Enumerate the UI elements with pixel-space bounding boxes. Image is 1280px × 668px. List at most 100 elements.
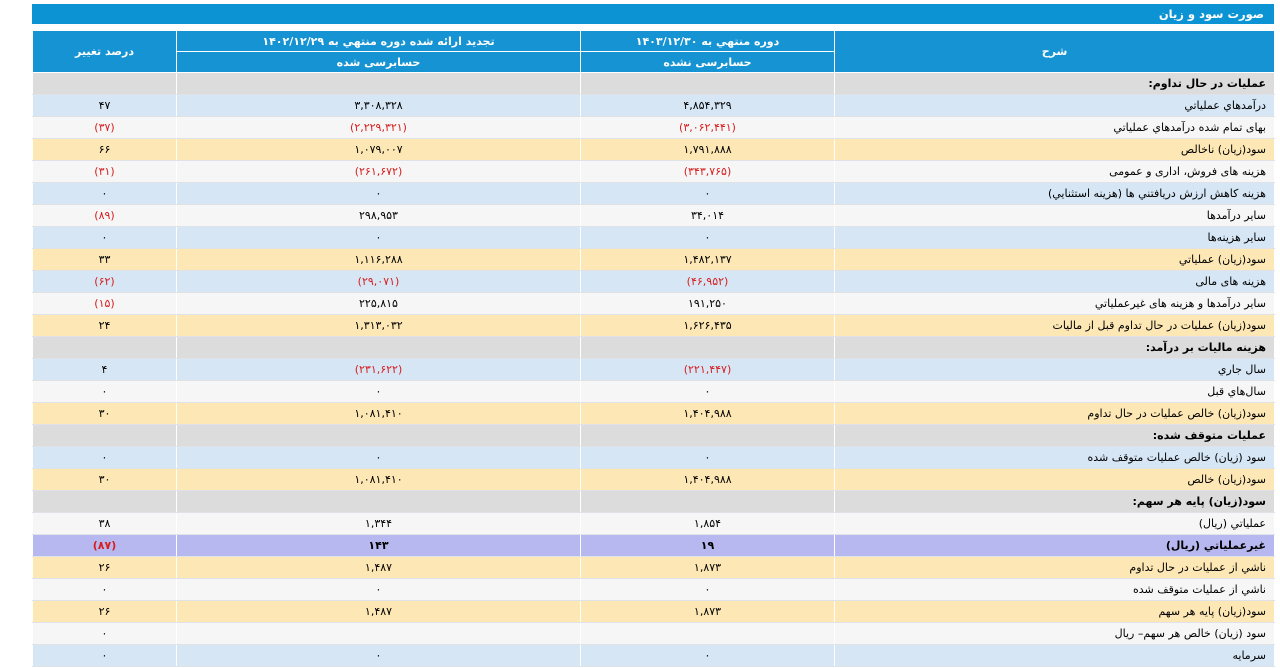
change-percent: ۰: [32, 380, 177, 403]
header-current-status: حسابرسی نشده: [580, 51, 835, 73]
prior-value: ۳,۳۰۸,۳۲۸: [176, 94, 581, 117]
table-row: سود(زيان) خالص عمليات در حال تداوم ۱,۴۰۴,…: [32, 402, 1275, 425]
header-prior-period: تجدید ارائه شده دوره منتهي به ۱۴۰۲/۱۲/۲۹: [176, 30, 581, 52]
row-label: سود(زيان) پايه هر سهم:: [834, 490, 1275, 513]
table-row: ناشي از عمليات متوقف شده ۰ ۰ ۰: [32, 578, 1275, 601]
table-row: سال‌هاي قبل ۰ ۰ ۰: [32, 380, 1275, 403]
current-value: (۴۶,۹۵۲): [580, 270, 835, 293]
prior-value: [176, 424, 581, 447]
change-percent: ۴: [32, 358, 177, 381]
current-value: ۰: [580, 182, 835, 205]
change-percent: [32, 424, 177, 447]
change-percent: ۰: [32, 226, 177, 249]
change-percent: ۰: [32, 578, 177, 601]
current-value: ۰: [580, 446, 835, 469]
change-percent: ۰: [32, 644, 177, 667]
section-row: هزينه ماليات بر درآمد:: [32, 336, 1275, 359]
current-value: (۳,۰۶۲,۴۴۱): [580, 116, 835, 139]
current-value: ۱,۸۷۳: [580, 600, 835, 623]
change-percent: [32, 490, 177, 513]
section-row: عملیات در حال تداوم:: [32, 72, 1275, 95]
table-row: ناشي از عمليات در حال تداوم ۱,۸۷۳ ۱,۴۸۷ ۲۶: [32, 556, 1275, 579]
table-row: سود(زيان) خالص ۱,۴۰۴,۹۸۸ ۱,۰۸۱,۴۱۰ ۳۰: [32, 468, 1275, 491]
current-value: [580, 424, 835, 447]
current-value: [580, 622, 835, 645]
prior-value: (۲۹,۰۷۱): [176, 270, 581, 293]
change-percent: ۰: [32, 622, 177, 645]
prior-value: ۰: [176, 226, 581, 249]
table-row: سود (زيان) خالص هر سهم– ريال ۰: [32, 622, 1275, 645]
section-row: عمليات متوقف شده:: [32, 424, 1275, 447]
prior-value: ۰: [176, 380, 581, 403]
current-value: ۱,۶۲۶,۴۳۵: [580, 314, 835, 337]
table-row: درآمدهاي عملياتي ۴,۸۵۴,۳۲۹ ۳,۳۰۸,۳۲۸ ۴۷: [32, 94, 1275, 117]
prior-value: ۰: [176, 578, 581, 601]
row-label: عمليات متوقف شده:: [834, 424, 1275, 447]
header-description: شرح: [834, 30, 1275, 73]
change-percent: ۳۰: [32, 402, 177, 425]
current-value: ۴,۸۵۴,۳۲۹: [580, 94, 835, 117]
table-row: سرمايه ۰ ۰ ۰: [32, 644, 1275, 667]
change-percent: ۶۶: [32, 138, 177, 161]
current-value: ۱,۴۰۴,۹۸۸: [580, 402, 835, 425]
current-value: ۱,۴۸۲,۱۳۷: [580, 248, 835, 271]
table-row: هزينه کاهش ارزش دريافتني ها (هزينه استثن…: [32, 182, 1275, 205]
change-percent: (۸۹): [32, 204, 177, 227]
row-label: سود(زيان) عمليات در حال تداوم قبل از مال…: [834, 314, 1275, 337]
table-row: هزينه هاى فروش، ادارى و عمومى (۳۴۳,۷۶۵) (۲…: [32, 160, 1275, 183]
table-row: سود(زيان) عمليات در حال تداوم قبل از مال…: [32, 314, 1275, 337]
change-percent: ۲۶: [32, 556, 177, 579]
prior-value: ۰: [176, 644, 581, 667]
row-label: بهاى تمام شده درآمدهاي عملياتي: [834, 116, 1275, 139]
prior-value: [176, 336, 581, 359]
row-label: سرمايه: [834, 644, 1275, 667]
change-percent: (۳۱): [32, 160, 177, 183]
section-row: سود(زيان) پايه هر سهم:: [32, 490, 1275, 513]
table-row: بهاى تمام شده درآمدهاي عملياتي (۳,۰۶۲,۴۴۱…: [32, 116, 1275, 139]
row-label: هزينه ماليات بر درآمد:: [834, 336, 1275, 359]
row-label: ناشي از عمليات در حال تداوم: [834, 556, 1275, 579]
header-prior-status: حسابرسی شده: [176, 51, 581, 73]
row-label: غيرعملياتي (ريال): [834, 534, 1275, 557]
table-row: ساير درآمدها ۳۴,۰۱۴ ۲۹۸,۹۵۳ (۸۹): [32, 204, 1275, 227]
row-label: ساير درآمدها: [834, 204, 1275, 227]
income-statement-panel: صورت سود و زیان شرح دوره منتهي به ۱۴۰۳/۱…: [32, 4, 1275, 668]
prior-value: (۲۳۱,۶۲۲): [176, 358, 581, 381]
table-row: سایر هزینه‌ها ۰ ۰ ۰: [32, 226, 1275, 249]
row-label: هزينه هاى مالى: [834, 270, 1275, 293]
table-row: غيرعملياتي (ريال) ۱۹ ۱۴۳ (۸۷): [32, 534, 1275, 557]
prior-value: (۲,۲۲۹,۳۲۱): [176, 116, 581, 139]
change-percent: [32, 72, 177, 95]
change-percent: (۳۷): [32, 116, 177, 139]
table-row: سود (زيان) خالص عمليات متوقف شده ۰ ۰ ۰: [32, 446, 1275, 469]
row-label: سال‌هاي قبل: [834, 380, 1275, 403]
current-value: ۱,۷۹۱,۸۸۸: [580, 138, 835, 161]
current-value: ۰: [580, 380, 835, 403]
prior-value: ۱,۰۷۹,۰۰۷: [176, 138, 581, 161]
prior-value: ۰: [176, 182, 581, 205]
change-percent: ۳۸: [32, 512, 177, 535]
table-row: سال جاري (۲۲۱,۴۴۷) (۲۳۱,۶۲۲) ۴: [32, 358, 1275, 381]
current-value: (۳۴۳,۷۶۵): [580, 160, 835, 183]
change-percent: (۶۲): [32, 270, 177, 293]
table-row: سود(زيان) پايه هر سهم ۱,۸۷۳ ۱,۴۸۷ ۲۶: [32, 600, 1275, 623]
prior-value: [176, 490, 581, 513]
current-value: ۰: [580, 644, 835, 667]
current-value: ۰: [580, 578, 835, 601]
row-label: درآمدهاي عملياتي: [834, 94, 1275, 117]
change-percent: (۸۷): [32, 534, 177, 557]
current-value: ۱۹۱,۲۵۰: [580, 292, 835, 315]
row-label: عملیات در حال تداوم:: [834, 72, 1275, 95]
change-percent: ۰: [32, 182, 177, 205]
change-percent: ۳۳: [32, 248, 177, 271]
change-percent: ۳۰: [32, 468, 177, 491]
row-label: سود(زيان) ناخالص: [834, 138, 1275, 161]
table-row: سود(زيان) ناخالص ۱,۷۹۱,۸۸۸ ۱,۰۷۹,۰۰۷ ۶۶: [32, 138, 1275, 161]
prior-value: ۱,۳۴۴: [176, 512, 581, 535]
table-row: هزينه هاى مالى (۴۶,۹۵۲) (۲۹,۰۷۱) (۶۲): [32, 270, 1275, 293]
prior-value: ۱,۴۸۷: [176, 600, 581, 623]
current-value: ۱,۸۷۳: [580, 556, 835, 579]
header-change: درصد تغییر: [32, 30, 177, 73]
prior-value: ۱۴۳: [176, 534, 581, 557]
row-label: سود (زيان) خالص عمليات متوقف شده: [834, 446, 1275, 469]
